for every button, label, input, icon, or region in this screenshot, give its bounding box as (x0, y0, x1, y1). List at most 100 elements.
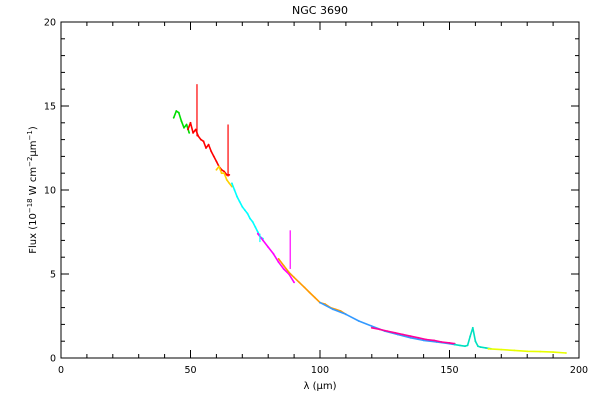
y-axis-label-exp3: −1 (26, 130, 34, 140)
series-point (425, 338, 428, 341)
series-point (474, 340, 477, 343)
chart-title: NGC 3690 (292, 4, 348, 17)
series-point (175, 110, 178, 112)
series-point (205, 147, 207, 149)
series-point (464, 345, 466, 348)
series-point (539, 350, 542, 353)
series-point (202, 140, 205, 143)
series-point (293, 276, 295, 279)
series-point (471, 326, 474, 329)
series-point (277, 261, 280, 264)
series-point (185, 123, 188, 126)
series-point (256, 232, 259, 235)
series-point (298, 281, 301, 284)
series-point (440, 341, 443, 343)
series-point (466, 344, 469, 347)
series-point (215, 160, 218, 163)
series-point (282, 268, 285, 270)
series-point (267, 246, 270, 249)
series-point (238, 200, 241, 203)
series-point (417, 336, 420, 339)
series-point (448, 342, 451, 344)
series-point (357, 320, 360, 322)
series-point (246, 212, 249, 215)
series-point (272, 252, 275, 255)
series-point (207, 143, 210, 146)
x-tick-label: 150 (440, 365, 458, 376)
series-point (288, 271, 290, 274)
series-point (370, 326, 373, 329)
series-point (236, 195, 239, 198)
series-point (313, 296, 316, 299)
y-axis-label: Flux (10−18 W cm−2μm−1) (26, 126, 39, 254)
x-axis-label-base: λ ( (303, 381, 316, 392)
series-point (225, 179, 228, 181)
series-point (433, 339, 435, 342)
series-point (192, 132, 195, 134)
y-axis-label-part3: μm (28, 140, 39, 156)
series-point (394, 331, 396, 334)
series-line-4 (257, 233, 295, 283)
series-line-6 (319, 301, 455, 346)
series-point (194, 128, 197, 131)
series-point (225, 174, 228, 176)
y-tick-label: 5 (50, 270, 56, 281)
x-tick-label: 100 (311, 365, 329, 376)
series-point (487, 347, 490, 350)
x-tick-label: 0 (58, 365, 64, 376)
series-point (282, 264, 285, 267)
series-point (223, 170, 226, 173)
series-point (210, 150, 213, 153)
series-point (303, 286, 306, 289)
series-point (477, 345, 479, 348)
series-point (233, 189, 236, 191)
series-point (244, 209, 246, 212)
series-point (409, 335, 412, 338)
y-axis-label-part1: Flux (10 (28, 213, 39, 254)
series-point (469, 335, 472, 338)
series-point (228, 182, 231, 185)
series-point (189, 121, 192, 124)
series-point (249, 217, 252, 220)
series-point (484, 347, 487, 349)
series-point (526, 350, 529, 353)
series-point (308, 291, 311, 294)
series-point (180, 120, 183, 122)
y-axis-label-exp2: −2 (26, 157, 34, 167)
x-axis-label-unit: μm (316, 381, 332, 392)
series-point (212, 155, 215, 158)
series-point (402, 333, 404, 336)
y-tick-label: 15 (44, 102, 56, 113)
series-point (254, 226, 257, 228)
axes-group: 0 50 100 150 200 0 5 10 15 20 (44, 18, 588, 377)
series-point (386, 330, 389, 332)
series-point (251, 221, 254, 223)
y-axis-label-exp1: −18 (26, 198, 34, 213)
series-point (345, 313, 347, 316)
y-axis-label-part2: W cm (28, 167, 39, 198)
series-point (220, 172, 223, 175)
series-line-7 (371, 327, 455, 345)
series-point (453, 343, 456, 346)
series-point (172, 116, 175, 119)
series-point (231, 182, 233, 185)
series-point (183, 126, 185, 129)
series-point (215, 168, 218, 171)
series-point (552, 351, 554, 353)
series-point (378, 328, 381, 331)
series-point (293, 281, 295, 284)
series-point (228, 174, 231, 176)
series-point (409, 336, 412, 339)
series-point (565, 352, 567, 354)
series-point (223, 172, 226, 175)
x-axis-label-close: ) (333, 381, 337, 392)
series-point (500, 348, 503, 351)
y-tick-label: 20 (44, 18, 56, 29)
series-point (459, 344, 461, 347)
x-axis-label: λ (μm) (303, 381, 336, 392)
series-point (256, 231, 259, 233)
series-point (241, 205, 244, 208)
series-point (513, 349, 516, 352)
series-point (197, 135, 200, 138)
y-axis-label-part4: ) (28, 126, 39, 130)
